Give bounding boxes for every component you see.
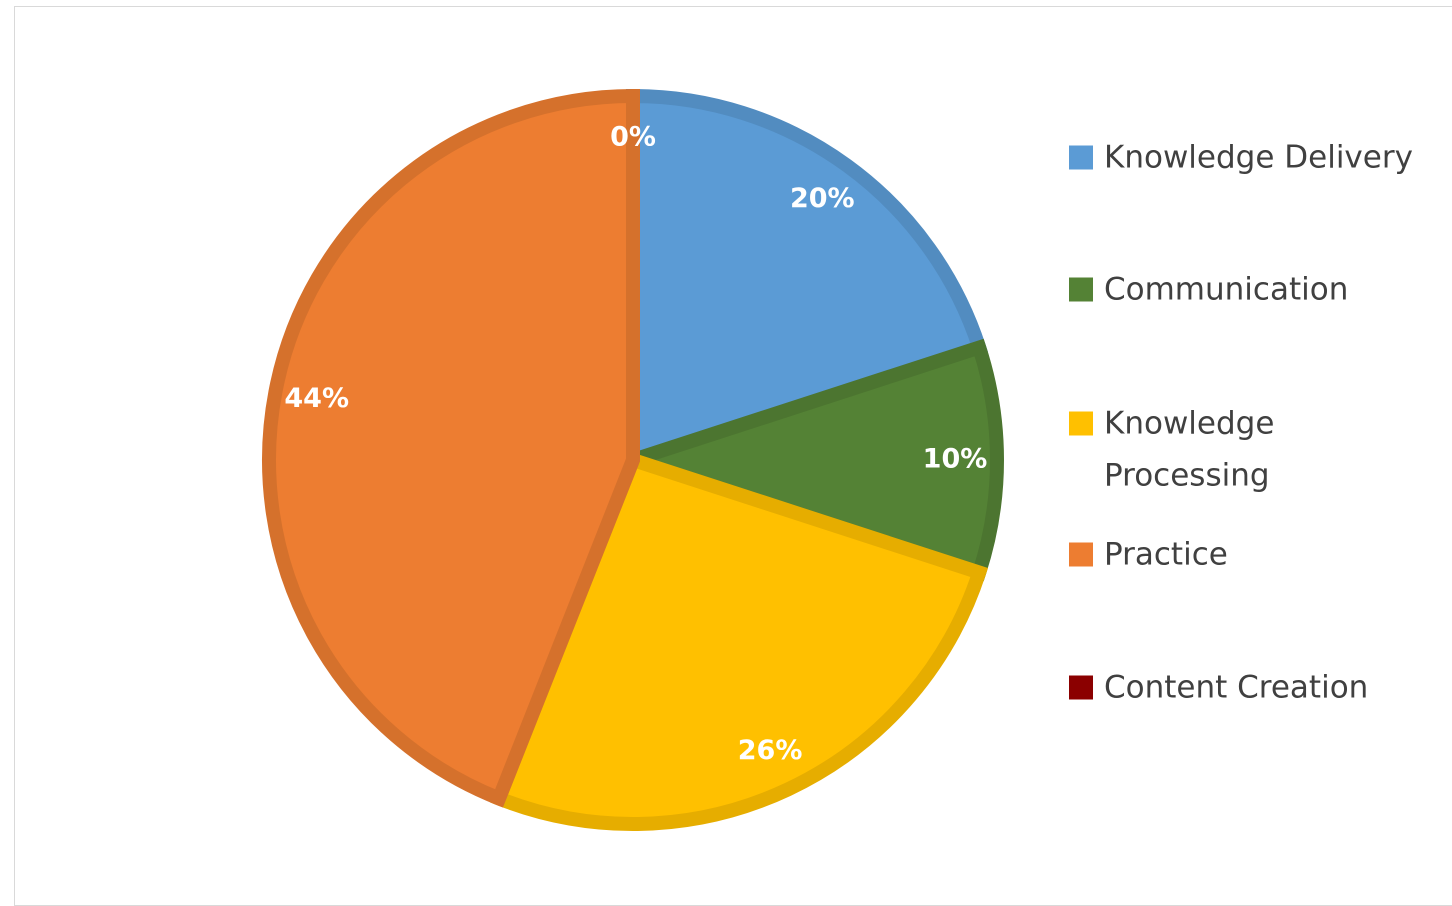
- pie-slice: [489, 451, 989, 831]
- legend-swatch: [1069, 145, 1093, 170]
- legend-item: Knowledge Delivery: [1069, 137, 1439, 184]
- legend-item: Content Creation: [1069, 667, 1439, 714]
- data-label: 20%: [790, 183, 855, 214]
- legend-label: Practice: [1104, 536, 1228, 573]
- legend-item: Knowledge Processing: [1069, 403, 1439, 502]
- legend-swatch: [1069, 675, 1093, 700]
- data-label: 26%: [738, 735, 803, 766]
- data-label: 0%: [610, 122, 656, 153]
- legend-item: Communication: [1069, 269, 1439, 316]
- legend-swatch: [1069, 411, 1093, 436]
- legend-swatch: [1069, 277, 1093, 302]
- legend-label: Knowledge Delivery: [1104, 139, 1413, 176]
- pie-slice: [610, 338, 1004, 582]
- data-label: 44%: [284, 383, 349, 414]
- legend-label: Content Creation: [1104, 669, 1369, 706]
- legend-label: Knowledge Processing: [1104, 405, 1275, 494]
- data-label: 10%: [923, 444, 988, 475]
- pie-slice: [262, 88, 640, 808]
- legend-item: Practice: [1069, 534, 1439, 581]
- legend-swatch: [1069, 542, 1093, 567]
- legend-label: Communication: [1104, 271, 1349, 308]
